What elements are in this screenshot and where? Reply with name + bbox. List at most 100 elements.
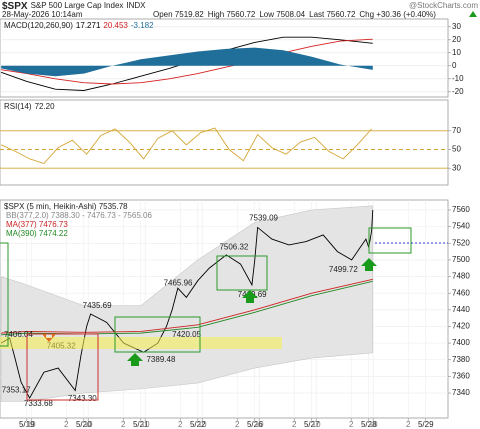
quote: Open 7519.82 High 7560.72 Low 7508.04 Last …: [153, 10, 436, 19]
exchange: INDX: [126, 1, 146, 10]
y-tick-label: 7400: [452, 338, 470, 347]
up-arrow: [242, 290, 258, 303]
series-line: [0, 127, 372, 165]
down-arrow: [42, 334, 56, 342]
x-tick-label: 5/22: [190, 420, 206, 429]
datetime: 28-May-2026 10:14am: [2, 10, 83, 19]
histogram-area: [1, 47, 373, 77]
series-line: [1, 38, 373, 85]
series-line: [0, 209, 374, 399]
x-tick-label: 5/21: [133, 420, 149, 429]
y-tick-label: 20: [452, 35, 461, 44]
annotation: 7389.48: [146, 355, 175, 364]
y-tick-label: 50: [452, 145, 461, 154]
header-title: $SPX S&P 500 Large Cap Index INDX: [2, 1, 146, 12]
annotation: 7435.69: [83, 301, 112, 310]
legend-entry: 17.271: [76, 21, 101, 30]
up-arrow: [361, 258, 377, 271]
index-name: S&P 500 Large Cap Index: [31, 1, 124, 10]
x-tick-label: 10: [312, 420, 321, 429]
x-tick-label: 2: [292, 420, 297, 429]
panel-title-text: RSI(14): [4, 102, 32, 111]
x-tick-label: 5/28: [361, 420, 377, 429]
y-tick-label: 7380: [452, 355, 470, 364]
x-tick-label: 10: [369, 420, 378, 429]
y-tick-label: 7540: [452, 222, 470, 231]
price-frame: [0, 199, 449, 419]
rsi-frame: [0, 99, 449, 186]
pattern-box: [0, 242, 9, 347]
y-tick-label: 7440: [452, 305, 470, 314]
y-tick-label: 30: [452, 22, 461, 31]
legend-entry: -3.182: [131, 21, 154, 30]
legend-entry: MA(377) 7476.73: [6, 220, 68, 229]
y-tick-label: 7560: [452, 205, 470, 214]
pattern-box: [26, 333, 99, 401]
x-tick-label: 10: [27, 420, 36, 429]
y-tick-label: 7520: [452, 238, 470, 247]
x-tick-label: 10: [198, 420, 207, 429]
pattern-box: [216, 255, 268, 291]
pattern-box: [114, 316, 201, 353]
panel-title: $SPX (5 min, Heikin-Ashi) 7535.78: [4, 202, 128, 211]
macd-frame: [0, 18, 449, 98]
last: Last 7560.72: [309, 10, 356, 19]
x-tick-label: 2: [178, 420, 183, 429]
y-tick-label: 70: [452, 126, 461, 135]
up-arrow: [127, 353, 143, 366]
x-tick-label: 5/26: [247, 420, 263, 429]
x-tick-label: 2: [121, 420, 126, 429]
x-tick-label: 10: [141, 420, 150, 429]
panel-title-text: $SPX (5 min, Heikin-Ashi) 7535.78: [4, 202, 128, 211]
x-tick-label: 5/29: [418, 420, 434, 429]
up-triangle: [469, 11, 477, 17]
annotation: 7343.30: [68, 394, 97, 403]
y-tick-label: 30: [452, 163, 461, 172]
bollinger-band: [0, 205, 374, 402]
series-line: [1, 278, 373, 334]
y-tick-label: 0: [452, 61, 457, 70]
annotation: 7499.72: [329, 265, 358, 274]
pattern-box: [368, 227, 412, 254]
annotation: 7506.32: [219, 243, 248, 252]
annotation: 7465.96: [164, 278, 193, 287]
y-tick-label: 10: [452, 48, 461, 57]
legend-entry: 20.453: [103, 21, 128, 30]
panel-value: 72.20: [35, 102, 56, 111]
x-tick-label: 5/19: [19, 420, 35, 429]
x-tick-label: 2: [406, 420, 411, 429]
annotation: 7420.05: [172, 330, 201, 339]
x-tick-label: 5/20: [76, 420, 92, 429]
x-tick-label: 2: [235, 420, 240, 429]
x-tick-label: 10: [84, 420, 93, 429]
annotation: 7353.17: [2, 386, 31, 395]
x-tick-label: 2: [349, 420, 354, 429]
y-tick-label: -20: [452, 87, 464, 96]
legend-entry: MA(390) 7474.22: [6, 229, 68, 238]
x-tick-label: 5/27: [304, 420, 320, 429]
y-tick-label: 7420: [452, 322, 470, 331]
highlight-band: [0, 337, 282, 349]
overlays: [0, 227, 448, 401]
y-tick-label: 7340: [452, 388, 470, 397]
x-tick-label: 2: [64, 420, 69, 429]
y-tick-label: -10: [452, 74, 464, 83]
low: Low 7508.04: [259, 10, 305, 19]
plot-area: 30 20 10 0 -10 -20 MACD(120,260,90) 17.271 20.45…: [0, 21, 470, 429]
panel-title-text: MACD(120,260,90): [4, 21, 73, 30]
legend-entry: BB(377,2.0) 7388.30 - 7476.73 - 7565.06: [6, 211, 152, 220]
y-tick-label: 7460: [452, 288, 470, 297]
y-tick-label: 7480: [452, 272, 470, 281]
y-tick-label: 7360: [452, 372, 470, 381]
annotation: 7333.68: [24, 399, 53, 408]
high: High 7560.72: [208, 10, 256, 19]
panel-title: RSI(14) 72.20: [4, 102, 55, 111]
x-tick-label: 10: [255, 420, 264, 429]
open: Open 7519.82: [153, 10, 204, 19]
series-line: [1, 280, 373, 336]
y-tick-label: 7500: [452, 255, 470, 264]
panel-title: MACD(120,260,90) 17.271 20.453 -3.182: [4, 21, 154, 30]
source: @StockCharts.com: [409, 1, 478, 10]
symbol: $SPX: [2, 1, 28, 12]
